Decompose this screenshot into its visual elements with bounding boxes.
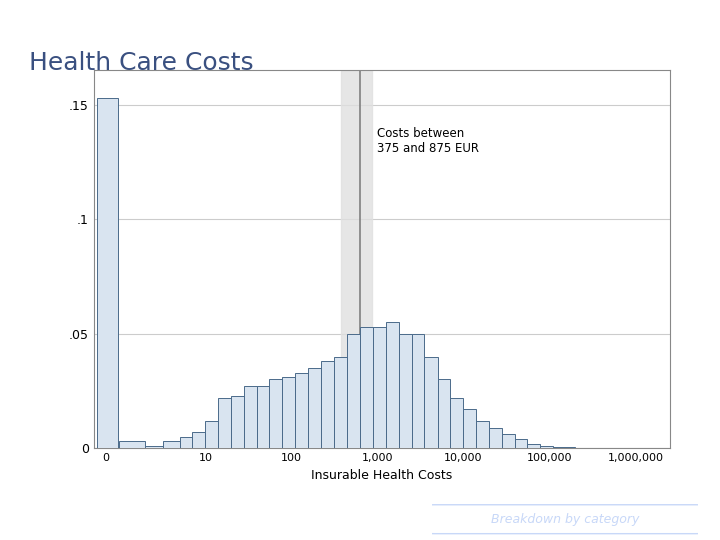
- Bar: [386, 322, 399, 448]
- Text: Breakdown by category: Breakdown by category: [491, 512, 639, 526]
- Bar: [179, 437, 192, 448]
- Bar: [502, 435, 516, 448]
- Bar: [347, 334, 359, 448]
- Bar: [341, 70, 372, 448]
- Bar: [476, 421, 490, 448]
- Bar: [145, 446, 163, 448]
- Bar: [450, 398, 464, 448]
- Bar: [295, 373, 308, 448]
- Bar: [399, 334, 412, 448]
- Bar: [218, 398, 231, 448]
- Bar: [359, 327, 373, 448]
- Bar: [163, 441, 179, 448]
- Bar: [97, 98, 117, 448]
- Bar: [540, 446, 553, 448]
- Bar: [205, 421, 218, 448]
- Bar: [282, 377, 295, 448]
- Bar: [257, 386, 269, 448]
- Bar: [516, 439, 527, 448]
- Bar: [373, 327, 386, 448]
- Text: Costs between
375 and 875 EUR: Costs between 375 and 875 EUR: [377, 127, 479, 156]
- Bar: [321, 361, 333, 448]
- Bar: [527, 444, 540, 448]
- Bar: [269, 380, 282, 448]
- Text: Managed Competition in the Netherlands - Spinnewijn: Managed Competition in the Netherlands -…: [191, 12, 529, 25]
- Bar: [192, 432, 205, 448]
- Bar: [490, 428, 502, 448]
- Bar: [231, 395, 244, 448]
- Bar: [120, 441, 145, 448]
- Bar: [412, 334, 424, 448]
- Bar: [244, 386, 257, 448]
- Bar: [308, 368, 321, 448]
- Bar: [553, 447, 575, 448]
- Bar: [464, 409, 476, 448]
- X-axis label: Insurable Health Costs: Insurable Health Costs: [311, 469, 452, 482]
- Text: Health Care Costs: Health Care Costs: [29, 51, 253, 75]
- Bar: [438, 380, 450, 448]
- Bar: [424, 356, 438, 448]
- Bar: [333, 356, 347, 448]
